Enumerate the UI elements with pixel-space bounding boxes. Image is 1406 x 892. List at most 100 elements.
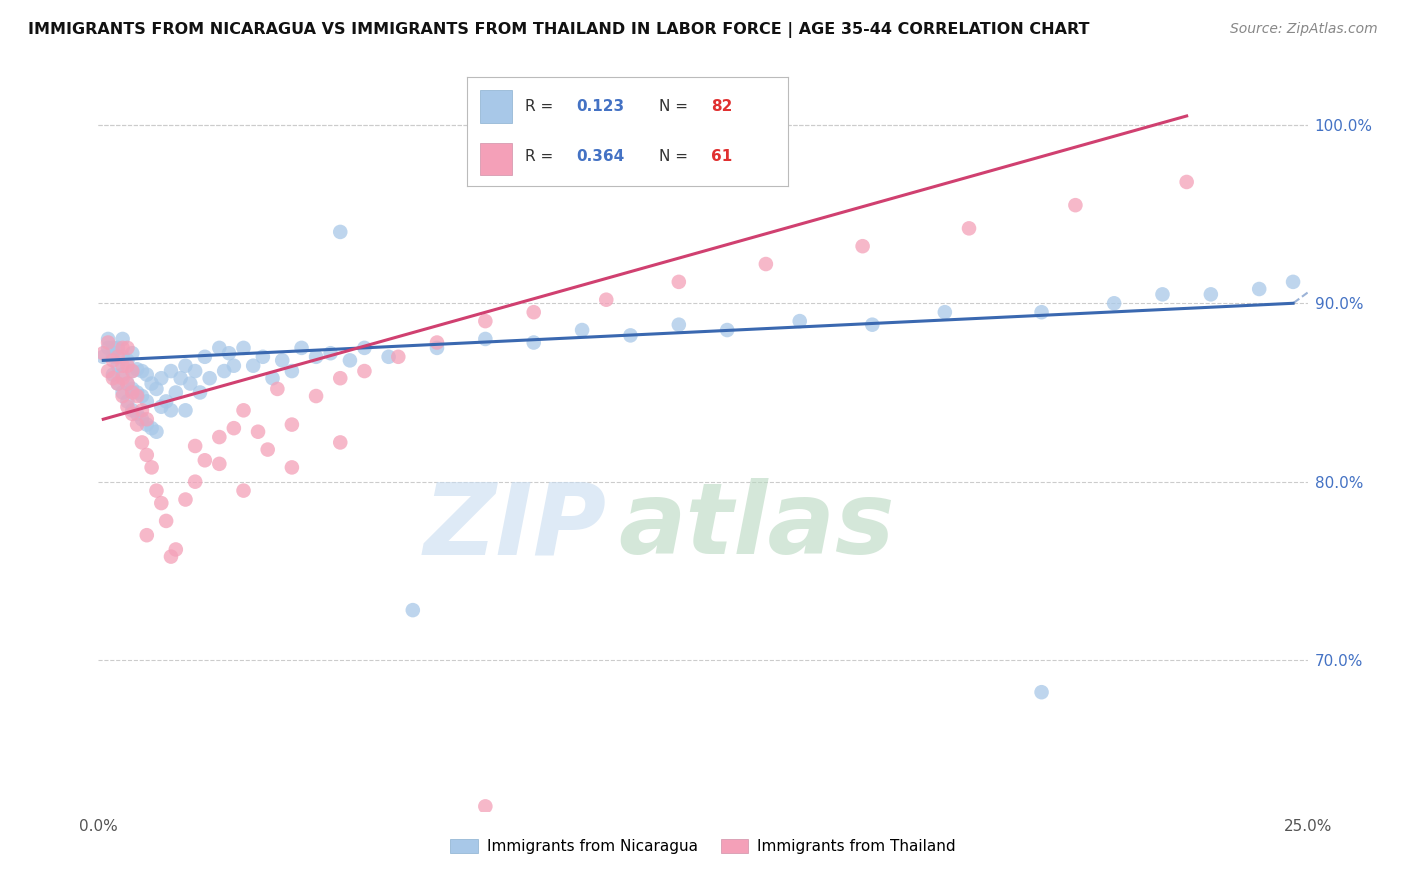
Point — [789, 314, 811, 328]
Point — [305, 350, 328, 364]
Point — [426, 335, 449, 350]
Point — [117, 341, 139, 355]
Point — [131, 412, 153, 426]
Point — [860, 318, 883, 332]
Point — [426, 341, 449, 355]
Point — [107, 341, 129, 355]
Point — [135, 394, 157, 409]
Point — [523, 335, 546, 350]
Point — [184, 439, 207, 453]
Point — [339, 353, 361, 368]
Legend: Immigrants from Nicaragua, Immigrants from Thailand: Immigrants from Nicaragua, Immigrants fr… — [444, 833, 962, 860]
Text: atlas: atlas — [619, 478, 894, 575]
Point — [131, 435, 153, 450]
Point — [755, 257, 778, 271]
Point — [97, 341, 120, 355]
Point — [101, 368, 124, 382]
Point — [150, 371, 173, 385]
Point — [160, 364, 183, 378]
Point — [668, 275, 690, 289]
Point — [141, 376, 163, 391]
Point — [117, 376, 139, 391]
Point — [135, 417, 157, 432]
Point — [101, 341, 124, 355]
Point — [165, 385, 187, 400]
Point — [208, 457, 231, 471]
Point — [111, 389, 134, 403]
Point — [135, 368, 157, 382]
Point — [184, 475, 207, 489]
Point — [595, 293, 617, 307]
Point — [934, 305, 956, 319]
Point — [111, 350, 134, 364]
Point — [474, 332, 496, 346]
Point — [121, 364, 143, 378]
Point — [256, 442, 278, 457]
Point — [91, 346, 114, 360]
Point — [184, 364, 207, 378]
Point — [117, 376, 139, 391]
Point — [1282, 275, 1305, 289]
Point — [222, 421, 245, 435]
Point — [131, 364, 153, 378]
Point — [571, 323, 593, 337]
Point — [150, 400, 173, 414]
Point — [387, 350, 409, 364]
Point — [1199, 287, 1222, 301]
Point — [97, 364, 120, 378]
Point — [281, 364, 304, 378]
Point — [305, 389, 328, 403]
Point — [117, 394, 139, 409]
Point — [1102, 296, 1125, 310]
Point — [121, 382, 143, 396]
Text: IMMIGRANTS FROM NICARAGUA VS IMMIGRANTS FROM THAILAND IN LABOR FORCE | AGE 35-44: IMMIGRANTS FROM NICARAGUA VS IMMIGRANTS … — [28, 22, 1090, 38]
Point — [111, 359, 134, 373]
Point — [208, 341, 231, 355]
Point — [619, 328, 641, 343]
Point — [121, 407, 143, 421]
Point — [957, 221, 980, 235]
Point — [1175, 175, 1198, 189]
Point — [1031, 685, 1053, 699]
Point — [101, 371, 124, 385]
Point — [474, 799, 496, 814]
Point — [111, 368, 134, 382]
Point — [174, 359, 197, 373]
Point — [1249, 282, 1271, 296]
Point — [145, 382, 167, 396]
Point — [208, 430, 231, 444]
Point — [117, 359, 139, 373]
Point — [281, 417, 304, 432]
Point — [121, 364, 143, 378]
Point — [145, 425, 167, 439]
Point — [107, 376, 129, 391]
Point — [1031, 305, 1053, 319]
Point — [160, 403, 183, 417]
Point — [174, 403, 197, 417]
Text: ZIP: ZIP — [423, 478, 606, 575]
Point — [232, 341, 254, 355]
Point — [329, 435, 352, 450]
Point — [165, 542, 187, 557]
Point — [107, 359, 129, 373]
Point — [150, 496, 173, 510]
Point — [232, 403, 254, 417]
Point — [222, 359, 245, 373]
Point — [329, 371, 352, 385]
Point — [194, 350, 217, 364]
Point — [135, 528, 157, 542]
Point — [97, 335, 120, 350]
Point — [155, 394, 177, 409]
Point — [117, 353, 139, 368]
Point — [111, 332, 134, 346]
Point — [141, 460, 163, 475]
Point — [174, 492, 197, 507]
Point — [319, 346, 342, 360]
Point — [232, 483, 254, 498]
Point — [523, 305, 546, 319]
Point — [107, 376, 129, 391]
Point — [402, 603, 425, 617]
Point — [353, 364, 375, 378]
Text: Source: ZipAtlas.com: Source: ZipAtlas.com — [1230, 22, 1378, 37]
Point — [127, 407, 149, 421]
